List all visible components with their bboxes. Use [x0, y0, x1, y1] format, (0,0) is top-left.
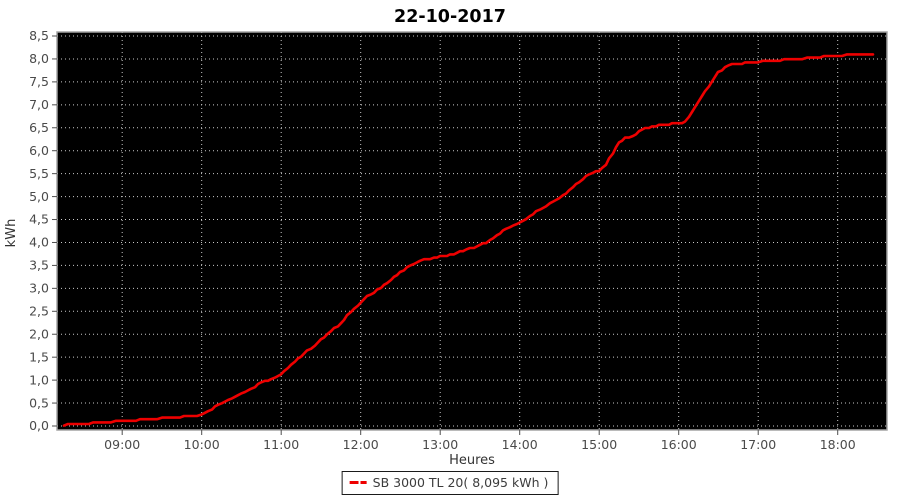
legend-series-marker-icon [349, 481, 367, 484]
y-tick-label: 4,0 [29, 235, 49, 250]
series-line [62, 53, 875, 427]
y-tick-label: 7,5 [29, 74, 49, 89]
y-tick-label: 5,5 [29, 166, 49, 181]
chart-title: 22-10-2017 [394, 7, 506, 27]
x-tick-label: 14:00 [502, 437, 538, 452]
y-tick-label: 3,0 [29, 281, 49, 296]
plot-root: 0,0 0,5 1,0 1,5 2,0 2,5 3,0 3,5 4,0 4,5 5,0 5,5 6,0 6… [29, 28, 888, 452]
y-axis-title: kWh [4, 219, 19, 248]
x-tick-label: 11:00 [263, 437, 299, 452]
x-tick-label: 15:00 [581, 437, 617, 452]
y-tick-label: 8,5 [29, 28, 49, 43]
y-tick-label: 0,0 [29, 418, 49, 433]
x-tick-label: 17:00 [740, 437, 776, 452]
legend-series-label: SB 3000 TL 20( 8,095 kWh ) [372, 475, 549, 490]
y-tick-label: 3,5 [29, 258, 49, 273]
y-tick-label: 5,0 [29, 189, 49, 204]
legend: SB 3000 TL 20( 8,095 kWh ) [341, 471, 559, 495]
x-axis-title: Heures [449, 453, 495, 468]
y-tick-label: 2,5 [29, 303, 49, 318]
y-tick-label: 0,5 [29, 395, 49, 410]
y-tick-label: 1,0 [29, 372, 49, 387]
plot-outline [56, 31, 888, 431]
y-tick-label: 2,0 [29, 326, 49, 341]
x-tick-label: 13:00 [422, 437, 458, 452]
y-tick-label: 8,0 [29, 51, 49, 66]
x-tick-label: 12:00 [343, 437, 379, 452]
x-tick-label: 16:00 [661, 437, 697, 452]
y-tick-label: 7,0 [29, 97, 49, 112]
x-tick-label: 09:00 [104, 437, 140, 452]
plot-background [57, 32, 887, 430]
y-tick-label: 6,5 [29, 120, 49, 135]
y-tick-label: 4,5 [29, 212, 49, 227]
x-tick-label: 18:00 [820, 437, 856, 452]
y-tick-label: 6,0 [29, 143, 49, 158]
x-tick-label: 10:00 [184, 437, 220, 452]
y-tick-label: 1,5 [29, 349, 49, 364]
